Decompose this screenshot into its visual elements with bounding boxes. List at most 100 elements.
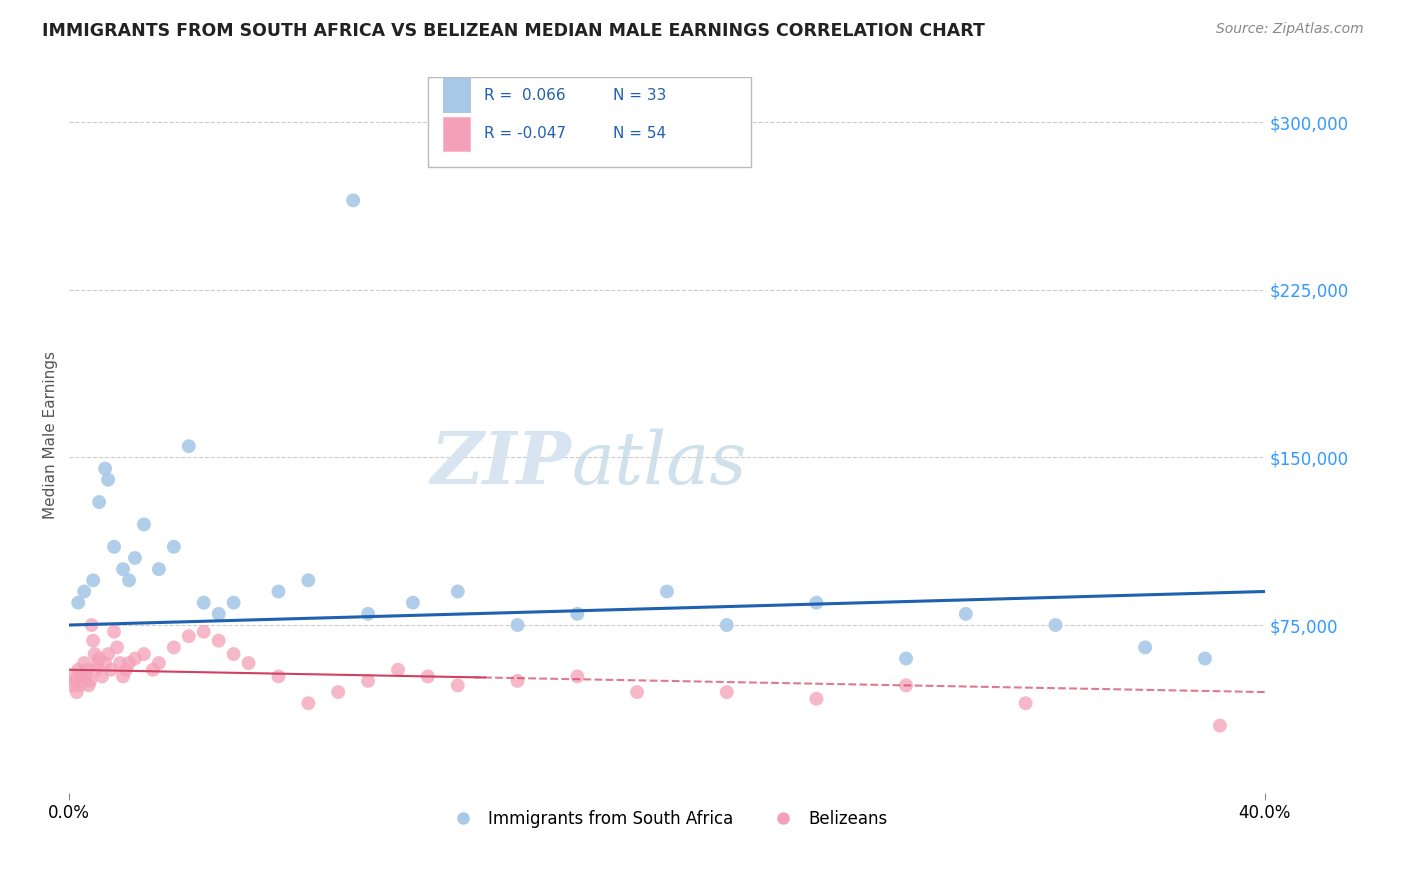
Point	[1194, 651, 1216, 665]
Point	[60, 678, 83, 692]
Point	[132, 517, 155, 532]
Point	[76, 663, 98, 677]
Point	[112, 669, 135, 683]
Point	[506, 673, 529, 688]
Point	[94, 461, 117, 475]
Point	[118, 574, 141, 588]
Point	[163, 540, 186, 554]
Point	[297, 574, 319, 588]
Point	[91, 669, 114, 683]
Point	[806, 691, 828, 706]
Point	[1045, 618, 1067, 632]
Point	[387, 663, 409, 677]
Point	[86, 656, 108, 670]
Point	[72, 673, 94, 688]
Point	[73, 584, 96, 599]
Point	[1014, 696, 1036, 710]
Point	[132, 647, 155, 661]
Point	[208, 633, 231, 648]
Legend: Immigrants from South Africa, Belizeans: Immigrants from South Africa, Belizeans	[440, 803, 894, 834]
Point	[148, 562, 170, 576]
Point	[70, 669, 93, 683]
Point	[297, 696, 319, 710]
Point	[193, 596, 215, 610]
Point	[342, 194, 364, 208]
Point	[73, 656, 96, 670]
Point	[63, 673, 86, 688]
Point	[124, 551, 146, 566]
Point	[75, 669, 97, 683]
Point	[100, 663, 122, 677]
Text: IMMIGRANTS FROM SOUTH AFRICA VS BELIZEAN MEDIAN MALE EARNINGS CORRELATION CHART: IMMIGRANTS FROM SOUTH AFRICA VS BELIZEAN…	[42, 22, 986, 40]
Point	[222, 596, 245, 610]
Point	[1209, 718, 1232, 732]
Point	[357, 607, 380, 621]
Text: N = 33: N = 33	[613, 87, 666, 103]
Point	[567, 607, 589, 621]
Point	[83, 647, 105, 661]
Point	[105, 640, 128, 655]
Point	[66, 685, 89, 699]
Point	[894, 651, 917, 665]
Point	[87, 495, 110, 509]
Point	[69, 678, 91, 692]
Point	[416, 669, 439, 683]
Point	[267, 584, 290, 599]
Point	[67, 596, 90, 610]
Point	[955, 607, 977, 621]
Point	[148, 656, 170, 670]
Text: R =  0.066: R = 0.066	[484, 87, 565, 103]
Point	[112, 562, 135, 576]
Text: ZIP: ZIP	[430, 428, 571, 500]
Point	[118, 656, 141, 670]
Point	[67, 663, 90, 677]
Point	[267, 669, 290, 683]
Text: atlas: atlas	[571, 428, 747, 499]
Point	[626, 685, 648, 699]
Point	[402, 596, 425, 610]
Point	[193, 624, 215, 639]
Point	[716, 618, 738, 632]
Point	[94, 656, 117, 670]
FancyBboxPatch shape	[427, 78, 751, 167]
Y-axis label: Median Male Earnings: Median Male Earnings	[44, 351, 58, 519]
Point	[142, 663, 165, 677]
Point	[328, 685, 350, 699]
Point	[447, 584, 470, 599]
Point	[124, 651, 146, 665]
Point	[62, 669, 84, 683]
Point	[506, 618, 529, 632]
Point	[716, 685, 738, 699]
Point	[108, 656, 131, 670]
Point	[87, 651, 110, 665]
Point	[357, 673, 380, 688]
Point	[79, 673, 101, 688]
Text: N = 54: N = 54	[613, 127, 666, 141]
Point	[894, 678, 917, 692]
Point	[1133, 640, 1156, 655]
Point	[97, 647, 120, 661]
Point	[806, 596, 828, 610]
Point	[177, 439, 200, 453]
Point	[82, 633, 104, 648]
Point	[567, 669, 589, 683]
Point	[77, 678, 100, 692]
Point	[238, 656, 260, 670]
Point	[163, 640, 186, 655]
Point	[103, 624, 125, 639]
Text: R = -0.047: R = -0.047	[484, 127, 567, 141]
Point	[655, 584, 678, 599]
Point	[115, 663, 138, 677]
Point	[80, 618, 103, 632]
Text: Source: ZipAtlas.com: Source: ZipAtlas.com	[1216, 22, 1364, 37]
Point	[208, 607, 231, 621]
Point	[103, 540, 125, 554]
Point	[222, 647, 245, 661]
FancyBboxPatch shape	[443, 78, 470, 112]
Point	[82, 574, 104, 588]
Point	[84, 663, 107, 677]
Point	[177, 629, 200, 643]
FancyBboxPatch shape	[443, 117, 470, 151]
Point	[447, 678, 470, 692]
Point	[97, 473, 120, 487]
